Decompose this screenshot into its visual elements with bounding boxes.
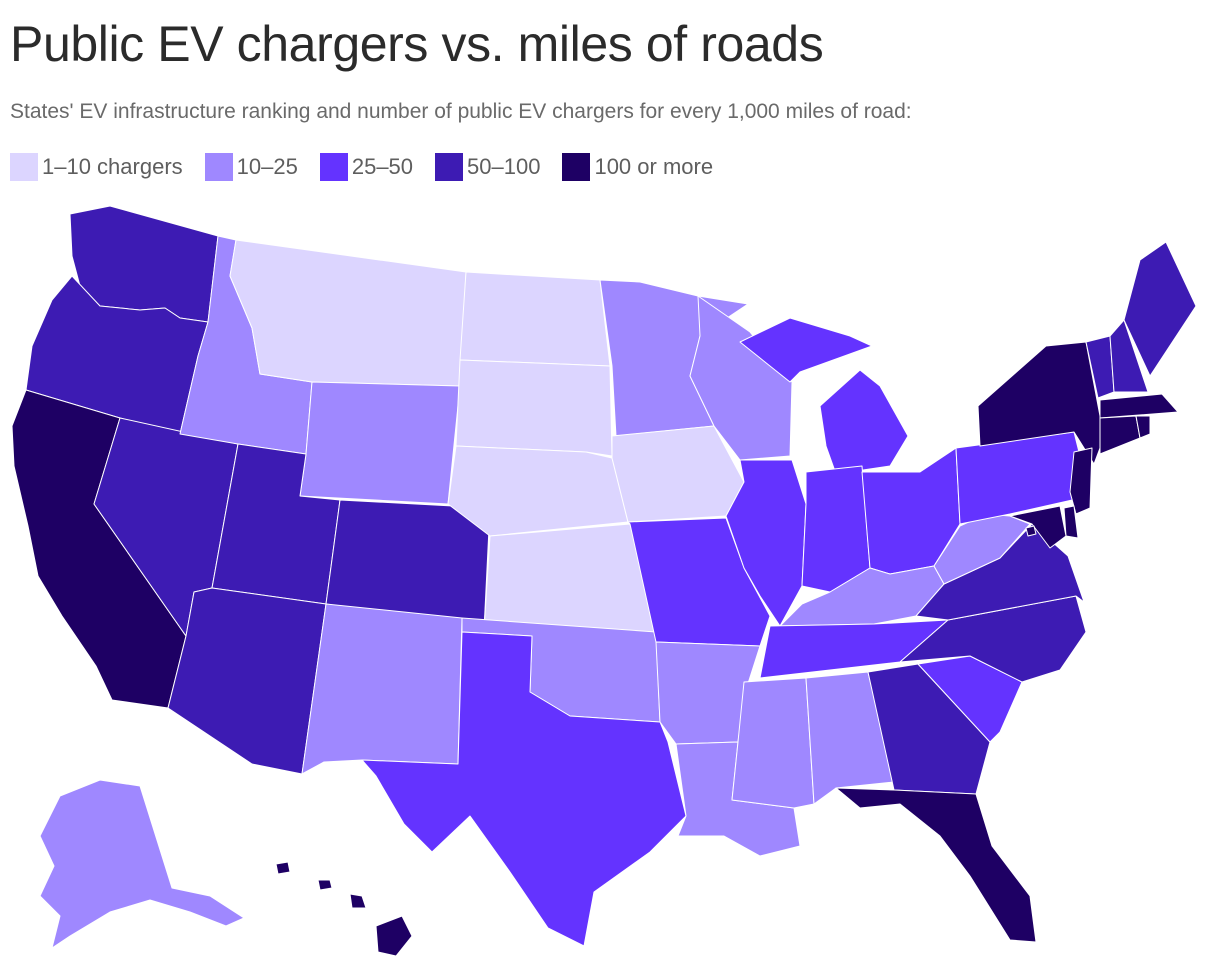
state-wy[interactable] — [299, 381, 461, 505]
state-il[interactable] — [725, 459, 807, 627]
legend-label-50-100: 50–100 — [467, 154, 541, 179]
state-mo[interactable] — [627, 517, 771, 647]
state-ks[interactable] — [483, 523, 657, 633]
state-hi[interactable] — [275, 861, 413, 957]
legend-item-10-25: 10–25 — [204, 153, 298, 181]
legend-label-10-25: 10–25 — [236, 154, 298, 179]
state-ma[interactable] — [1099, 393, 1179, 419]
state-ms[interactable] — [731, 677, 815, 809]
state-de[interactable] — [1063, 505, 1079, 539]
state-fl[interactable] — [835, 787, 1037, 943]
state-md[interactable] — [1009, 505, 1067, 549]
state-ky[interactable] — [779, 565, 945, 627]
state-ia[interactable] — [611, 425, 745, 523]
state-sc[interactable] — [917, 655, 1023, 743]
state-nh[interactable] — [1109, 319, 1149, 393]
chart-subtitle: States' EV infrastructure ranking and nu… — [10, 100, 912, 123]
state-dc[interactable] — [1025, 525, 1037, 537]
legend-label-100-plus: 100 or more — [594, 154, 714, 179]
state-mt[interactable] — [229, 239, 467, 387]
legend-swatch-100-plus — [562, 153, 591, 181]
legend-item-100-plus: 100 or more — [562, 153, 713, 181]
state-ct[interactable] — [1099, 415, 1141, 455]
state-ga[interactable] — [867, 663, 991, 795]
state-al[interactable] — [805, 671, 895, 805]
state-nj[interactable] — [1069, 447, 1093, 515]
state-ne[interactable] — [447, 445, 629, 537]
state-nm[interactable] — [301, 603, 463, 775]
state-tx[interactable] — [361, 631, 687, 947]
state-ri[interactable] — [1135, 415, 1151, 439]
state-me[interactable] — [1123, 241, 1197, 377]
state-nd[interactable] — [459, 271, 611, 367]
legend-item-25-50: 25–50 — [319, 153, 414, 181]
legend-swatch-10-25 — [204, 153, 233, 181]
state-ak[interactable] — [39, 779, 245, 949]
legend-label-25-50: 25–50 — [351, 154, 414, 179]
state-in[interactable] — [801, 465, 871, 593]
state-mi[interactable] — [739, 317, 909, 475]
legend-label-1-10: 1–10 chargers — [42, 154, 183, 179]
legend-swatch-1-10 — [10, 153, 38, 181]
legend-item-50-100: 50–100 — [435, 153, 540, 181]
us-choropleth-map — [11, 205, 1197, 957]
legend: 1–10 chargers 10–25 25–50 50–100 100 or … — [10, 153, 713, 181]
state-sd[interactable] — [455, 359, 613, 457]
chart-title: Public EV chargers vs. miles of roads — [10, 16, 824, 72]
legend-swatch-50-100 — [435, 153, 464, 181]
state-az[interactable] — [167, 587, 327, 775]
legend-swatch-25-50 — [319, 153, 348, 181]
legend-item-1-10: 1–10 chargers — [10, 153, 183, 181]
